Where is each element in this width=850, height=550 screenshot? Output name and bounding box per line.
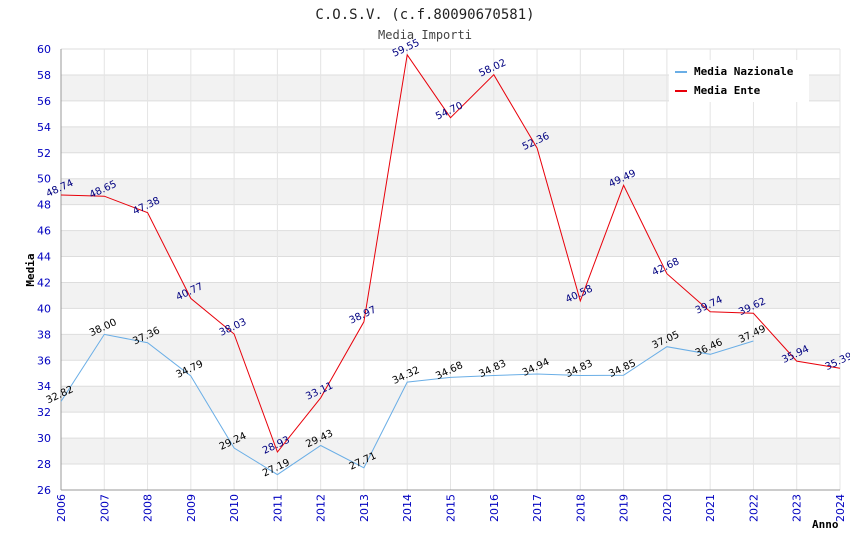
x-tick-label: 2021 [704,494,717,522]
legend: Media Nazionale Media Ente [669,60,809,102]
data-label-nazionale: 34.85 [607,358,638,380]
x-tick-labels: 2006 2007 2008 2009 2010 2011 2012 2013 2014 2015… [55,494,847,522]
data-label-ente: 54.70 [434,100,465,122]
x-tick-label: 2022 [747,494,760,522]
x-tick-label: 2015 [445,494,458,522]
x-tick-label: 2012 [315,494,328,522]
x-tick-label: 2024 [834,494,847,522]
y-tick-label: 48 [37,199,51,212]
y-tick-label: 44 [37,251,51,264]
chart-title: C.O.S.V. (c.f.80090670581) [315,7,534,23]
data-label-ente: 42.68 [651,256,682,278]
x-tick-label: 2020 [661,494,674,522]
data-label-nazionale: 34.83 [564,358,595,380]
y-axis-label: Media [24,253,37,286]
y-tick-label: 28 [37,458,51,471]
x-axis-label: Anno [812,518,839,531]
y-tick-label: 40 [37,302,51,315]
data-label-nazionale: 34.79 [174,359,205,381]
series-line-nazionale [60,333,754,476]
legend-label-nazionale: Media Nazionale [694,65,794,78]
x-tick-label: 2007 [98,494,111,522]
y-tick-label: 50 [37,173,51,186]
data-label-nazionale: 34.83 [477,358,508,380]
y-tick-label: 34 [37,380,51,393]
x-tick-label: 2010 [228,494,241,522]
y-tick-label: 46 [37,225,51,238]
series-lines [60,53,841,476]
series-line-ente [60,53,841,454]
x-tick-label: 2023 [791,494,804,522]
x-tick-label: 2006 [55,494,68,522]
y-tick-label: 56 [37,95,51,108]
y-tick-label: 58 [37,69,51,82]
y-tick-label: 38 [37,328,51,341]
x-tick-label: 2009 [185,494,198,522]
x-tick-label: 2016 [488,494,501,522]
y-tick-labels: 26 28 30 32 34 36 38 40 42 44 46 48 50 52 54 56 58 60 [37,43,51,497]
x-tick-label: 2008 [142,494,155,522]
y-tick-label: 32 [37,406,51,419]
y-tick-label: 52 [37,147,51,160]
x-tick-label: 2018 [574,494,587,522]
chart-subtitle: Media Importi [378,28,472,42]
y-tick-label: 36 [37,354,51,367]
y-tick-label: 54 [37,121,51,134]
x-tick-label: 2011 [271,494,284,522]
y-tick-label: 42 [37,276,51,289]
y-tick-label: 26 [37,484,51,497]
legend-box [669,60,809,102]
x-tick-label: 2019 [618,494,631,522]
x-tick-label: 2014 [401,494,414,522]
legend-label-ente: Media Ente [694,84,761,97]
y-tick-label: 30 [37,432,51,445]
x-tick-label: 2013 [358,494,371,522]
x-tick-label: 2017 [531,494,544,522]
data-label-nazionale: 34.68 [434,360,465,382]
y-tick-label: 60 [37,43,51,56]
